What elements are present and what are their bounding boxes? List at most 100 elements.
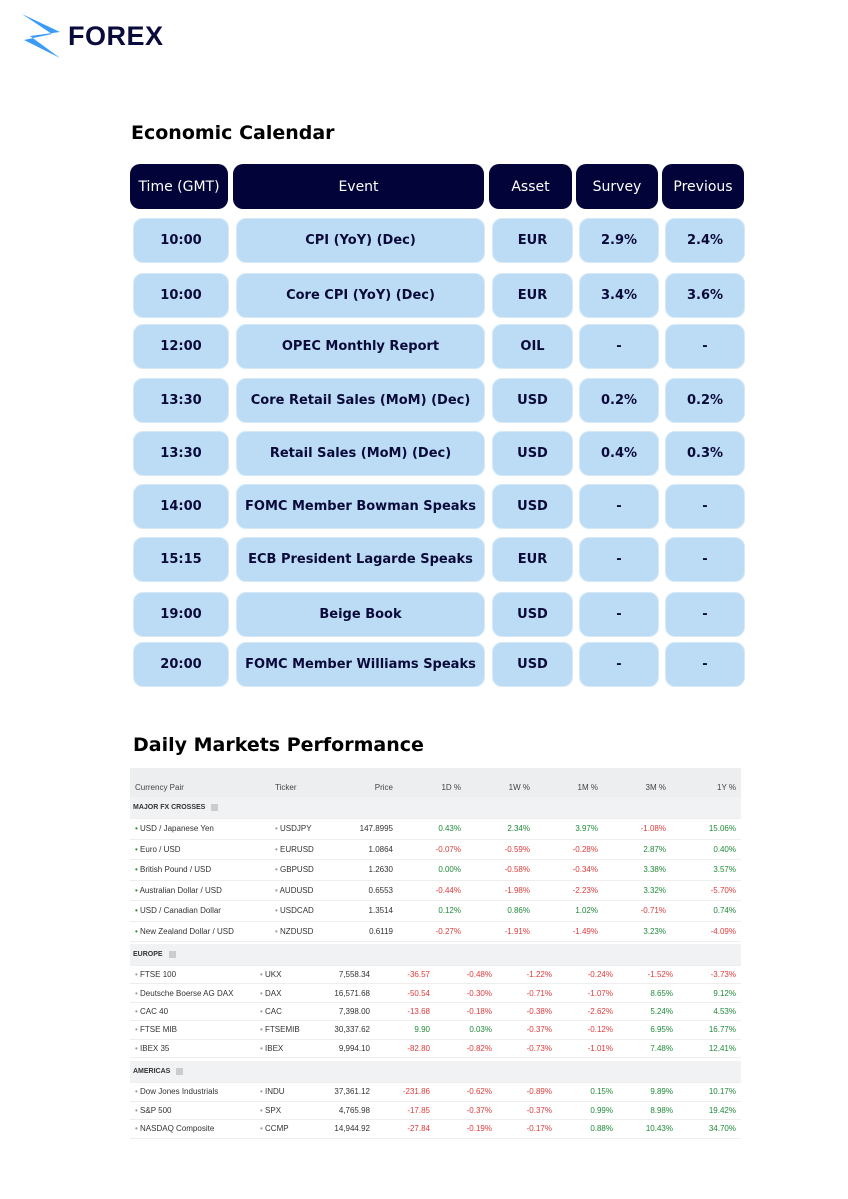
change-value: -0.34% [572, 865, 598, 875]
cell-asset: EUR [492, 537, 573, 582]
cell-survey: 2.9% [579, 218, 659, 263]
table-row[interactable]: IBEX 35IBEX 9,994.10 -82.80 -0.82% -0.73% -1.… [130, 1040, 741, 1058]
ticker[interactable]: INDU [255, 1087, 313, 1096]
instrument-name[interactable]: NASDAQ Composite [130, 1124, 255, 1133]
table-row[interactable]: NASDAQ CompositeCCMP 14,944.92 -27.84 -0.19… [130, 1120, 741, 1139]
change-value: 9.90 [414, 1025, 430, 1035]
cell-asset: OIL [492, 324, 573, 369]
cell-survey: - [579, 484, 659, 529]
section-fx[interactable]: MAJOR FX CROSSES [130, 797, 741, 819]
table-row[interactable]: CAC 40CAC 7,398.00 -13.68 -0.18% -0.38% -2.62… [130, 1003, 741, 1022]
instrument-name[interactable]: S&P 500 [130, 1106, 255, 1115]
change-value: -0.48% [466, 970, 492, 980]
change-value: -0.82% [466, 1043, 492, 1053]
table-row[interactable]: British Pound / USDGBPUSD 1.2630 0.00% -0.5… [130, 860, 741, 881]
instrument-name[interactable]: IBEX 35 [130, 1044, 255, 1053]
column-header: 1D % [441, 783, 461, 792]
ticker[interactable]: USDCAD [270, 906, 330, 915]
change-value: -0.37% [526, 1025, 552, 1035]
change-value: -0.07% [435, 844, 461, 854]
table-row[interactable]: USD / Japanese YenUSDJPY 147.8995 0.43% 2.3… [130, 819, 741, 840]
change-value: 0.43% [438, 824, 461, 834]
instrument-name[interactable]: Euro / USD [130, 845, 270, 854]
change-value: -0.27% [435, 926, 461, 936]
ticker[interactable]: AUDUSD [270, 886, 330, 895]
column-header: 1M % [577, 783, 598, 792]
table-row[interactable]: FTSE 100UKX 7,558.34 -36.57 -0.48% -1.22% -0.… [130, 966, 741, 985]
table-row[interactable]: New Zealand Dollar / USDNZDUSD 0.6119 -0.2… [130, 922, 741, 942]
forex-logo: FOREX [22, 14, 164, 58]
section-europe[interactable]: EUROPE [130, 944, 741, 966]
price: 37,361.12 [334, 1087, 370, 1097]
section-americas[interactable]: AMERICAS [130, 1061, 741, 1083]
ticker[interactable]: IBEX [255, 1044, 313, 1053]
markets-title: Daily Markets Performance [133, 734, 424, 756]
change-value: -0.30% [466, 988, 492, 998]
table-row[interactable]: USD / Canadian DollarUSDCAD 1.3514 0.12% 0.… [130, 901, 741, 922]
price: 147.8995 [359, 824, 393, 834]
instrument-name[interactable]: CAC 40 [130, 1007, 255, 1016]
collapse-icon[interactable] [211, 804, 219, 811]
cell-previous: - [665, 324, 745, 369]
instrument-name[interactable]: USD / Japanese Yen [130, 824, 270, 833]
table-row[interactable]: Deutsche Boerse AG DAXDAX 16,571.68 -50.54… [130, 984, 741, 1003]
instrument-name[interactable]: Australian Dollar / USD [130, 886, 270, 895]
ticker[interactable]: NZDUSD [270, 927, 330, 936]
cell-survey: - [579, 592, 659, 637]
change-value: -0.19% [466, 1124, 492, 1134]
change-value: -2.62% [587, 1006, 613, 1016]
table-row[interactable]: FTSE MIBFTSEMIB 30,337.62 9.90 0.03% -0.37% -… [130, 1021, 741, 1040]
ticker[interactable]: SPX [255, 1106, 313, 1115]
instrument-name[interactable]: FTSE MIB [130, 1025, 255, 1034]
ticker[interactable]: USDJPY [270, 824, 330, 833]
instrument-name[interactable]: New Zealand Dollar / USD [130, 927, 270, 936]
cell-event: Core CPI (YoY) (Dec) [236, 273, 485, 318]
instrument-name[interactable]: Deutsche Boerse AG DAX [130, 989, 255, 998]
cell-asset: EUR [492, 218, 573, 263]
instrument-name[interactable]: FTSE 100 [130, 970, 255, 979]
change-value: -17.85 [407, 1105, 430, 1115]
instrument-name[interactable]: Dow Jones Industrials [130, 1087, 255, 1096]
ticker[interactable]: FTSEMIB [255, 1025, 313, 1034]
change-value: -0.38% [526, 1006, 552, 1016]
change-value: -0.37% [466, 1105, 492, 1115]
ticker[interactable]: CAC [255, 1007, 313, 1016]
cell-previous: 0.2% [665, 378, 745, 423]
change-value: -1.52% [647, 970, 673, 980]
change-value: 2.34% [507, 824, 530, 834]
ticker[interactable]: EURUSD [270, 845, 330, 854]
instrument-name[interactable]: USD / Canadian Dollar [130, 906, 270, 915]
collapse-icon[interactable] [168, 951, 176, 958]
change-value: -1.08% [640, 824, 666, 834]
change-value: 3.32% [643, 885, 666, 895]
ticker[interactable]: GBPUSD [270, 865, 330, 874]
cell-asset: USD [492, 484, 573, 529]
table-row[interactable]: S&P 500SPX 4,765.98 -17.85 -0.37% -0.37% 0.99… [130, 1102, 741, 1120]
change-value: -82.80 [407, 1043, 430, 1053]
ticker[interactable]: UKX [255, 970, 313, 979]
cell-time: 20:00 [133, 642, 229, 687]
cell-time: 19:00 [133, 592, 229, 637]
change-value: -1.22% [526, 970, 552, 980]
table-row[interactable]: Euro / USDEURUSD 1.0864 -0.07% -0.59% -0.28%… [130, 840, 741, 860]
cell-time: 12:00 [133, 324, 229, 369]
change-value: 8.98% [650, 1105, 673, 1115]
cell-time: 13:30 [133, 431, 229, 476]
change-value: 0.74% [713, 906, 736, 916]
cell-previous: 3.6% [665, 273, 745, 318]
section-label: AMERICAS [133, 1068, 171, 1075]
change-value: -1.07% [587, 988, 613, 998]
change-value: 19.42% [708, 1105, 736, 1115]
ticker[interactable]: CCMP [255, 1124, 313, 1133]
change-value: -36.57 [407, 970, 430, 980]
cell-time: 10:00 [133, 218, 229, 263]
change-value: 9.12% [713, 988, 736, 998]
table-row[interactable]: Dow Jones IndustrialsINDU 37,361.12 -231.8… [130, 1083, 741, 1102]
collapse-icon[interactable] [176, 1068, 184, 1075]
table-row[interactable]: Australian Dollar / USDAUDUSD 0.6553 -0.44… [130, 881, 741, 901]
column-header: 1W % [508, 783, 530, 792]
ticker[interactable]: DAX [255, 989, 313, 998]
cell-time: 13:30 [133, 378, 229, 423]
change-value: 12.41% [708, 1043, 736, 1053]
instrument-name[interactable]: British Pound / USD [130, 865, 270, 874]
